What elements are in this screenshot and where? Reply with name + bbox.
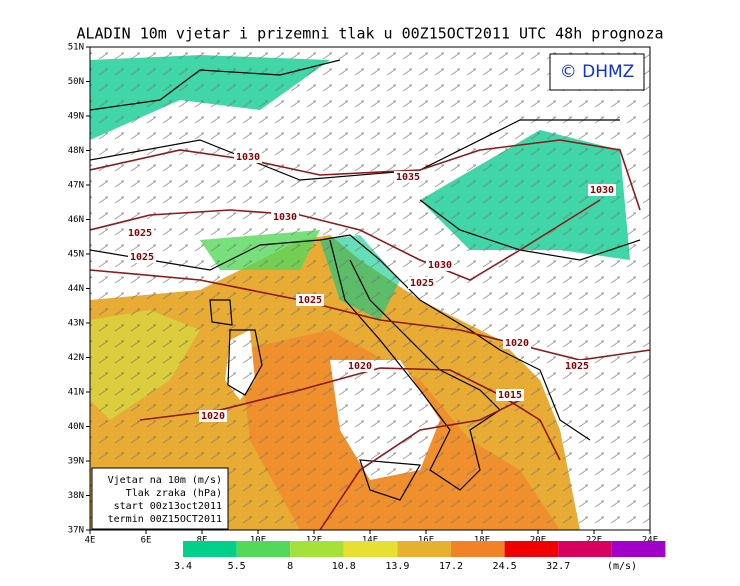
isobar-label: 1035 <box>396 172 420 183</box>
isobar-label-bg <box>234 151 262 163</box>
isobar-label: 1020 <box>348 361 372 372</box>
lon-label: 6E <box>141 536 152 546</box>
isobar-label-bg <box>503 337 531 349</box>
lat-label: 46N <box>68 215 84 225</box>
colorbar-label: 13.9 <box>385 561 409 572</box>
isobar-label: 1025 <box>410 278 434 289</box>
lon-label: 8E <box>197 536 208 546</box>
colorbar-label: 3.4 <box>174 561 192 572</box>
isobar-label: 1025 <box>130 252 154 263</box>
isobar-label-bg <box>426 259 454 271</box>
isobar-label-bg <box>128 251 156 263</box>
lon-label: 14E <box>362 536 378 546</box>
colorbar-swatch <box>236 541 291 557</box>
isobar-label-bg <box>496 389 524 401</box>
colorbar-label: 10.8 <box>332 561 356 572</box>
lon-label: 16E <box>418 536 434 546</box>
lat-label: 38N <box>68 491 84 501</box>
title: ALADIN 10m vjetar i prizemni tlak u 00Z1… <box>77 25 664 43</box>
isobar-label: 1025 <box>128 228 152 239</box>
lon-label: 20E <box>530 536 546 546</box>
lat-label: 42N <box>68 353 84 363</box>
copyright-box <box>549 53 645 91</box>
colorbar-swatch <box>504 541 559 557</box>
legend-box <box>91 467 229 530</box>
colorbar-swatch <box>451 541 505 557</box>
isobar-label: 1030 <box>273 212 297 223</box>
lat-label: 47N <box>68 181 84 191</box>
colorbar-label: 17.2 <box>439 561 463 572</box>
lat-label: 50N <box>68 77 84 87</box>
lat-label: 48N <box>68 146 84 156</box>
isobar-label-bg <box>563 360 591 372</box>
isobar-label: 1020 <box>201 411 225 422</box>
colorbar-label: 24.5 <box>493 561 517 572</box>
colorbar-swatch <box>397 541 451 557</box>
isobar-label: 1030 <box>590 185 614 196</box>
lat-label: 39N <box>68 457 84 467</box>
colorbar-unit: (m/s) <box>607 561 637 572</box>
colorbar-swatch <box>290 541 344 557</box>
lat-label: 44N <box>68 284 84 294</box>
copyright: © DHMZ <box>560 62 635 82</box>
isobar-label-bg <box>394 171 422 183</box>
lon-label: 24E <box>642 536 658 546</box>
isobar-label: 1020 <box>505 338 529 349</box>
colorbar-swatch <box>343 541 398 557</box>
isobar-label-bg <box>271 211 299 223</box>
isobar-label: 1025 <box>298 295 322 306</box>
colorbar-swatch <box>611 541 666 557</box>
isobar-label-bg <box>408 277 436 289</box>
legend-line: Tlak zraka (hPa) <box>126 488 222 499</box>
legend-line: Vjetar na 10m (m/s) <box>108 475 222 486</box>
lon-label: 12E <box>306 536 322 546</box>
lat-label: 49N <box>68 112 84 122</box>
isobar-label-bg <box>296 294 324 306</box>
colorbar-swatch <box>558 541 612 557</box>
isobar-label-bg <box>126 227 154 239</box>
isobar-label-bg <box>199 410 227 422</box>
isobar-label: 1025 <box>565 361 589 372</box>
colorbar-swatch <box>183 541 237 557</box>
lon-label: 22E <box>586 536 602 546</box>
map-field <box>90 47 650 530</box>
isobar-label-bg <box>588 184 616 196</box>
isobar-label: 1030 <box>428 260 452 271</box>
isobar-label: 1015 <box>498 390 522 401</box>
lon-label: 4E <box>85 536 96 546</box>
legend-line: start 00z13oct2011 <box>114 501 222 512</box>
lat-label: 51N <box>68 43 84 53</box>
lon-label: 10E <box>250 536 266 546</box>
colorbar-label: 32.7 <box>546 561 570 572</box>
lat-label: 37N <box>68 526 84 536</box>
isobar-label-bg <box>346 360 374 372</box>
lat-label: 40N <box>68 422 84 432</box>
isobar-label: 1030 <box>236 152 260 163</box>
colorbar-label: 8 <box>287 561 293 572</box>
lat-label: 43N <box>68 319 84 329</box>
legend-line: termin 00Z15OCT2011 <box>108 514 222 525</box>
lat-label: 45N <box>68 250 84 260</box>
colorbar-label: 5.5 <box>228 561 246 572</box>
lon-label: 18E <box>474 536 490 546</box>
lat-label: 41N <box>68 388 84 398</box>
